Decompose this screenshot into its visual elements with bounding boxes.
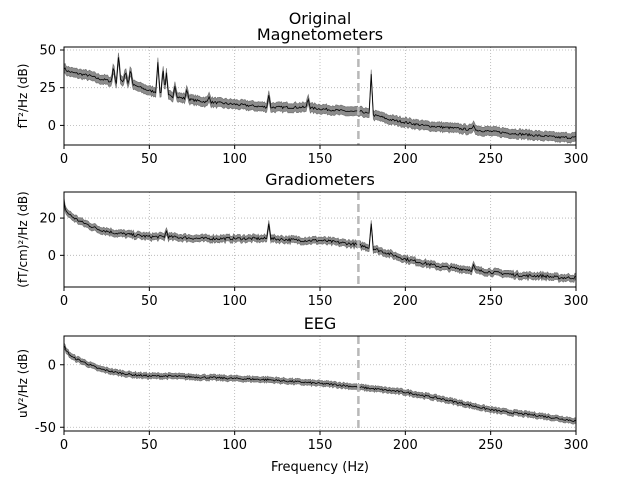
- subplot-title: EEG: [304, 314, 337, 333]
- x-tick-label: 0: [60, 152, 68, 167]
- figure-suptitle: Original: [289, 9, 352, 28]
- x-tick-label: 0: [60, 438, 68, 453]
- x-tick-label: 150: [308, 152, 333, 167]
- x-tick-label: 100: [222, 294, 247, 309]
- y-tick-label: 25: [39, 81, 56, 96]
- x-tick-label: 300: [564, 294, 589, 309]
- x-tick-label: 150: [308, 438, 333, 453]
- psd-mean-line: [63, 200, 577, 280]
- x-tick-label: 300: [564, 438, 589, 453]
- x-tick-label: 200: [393, 152, 418, 167]
- y-tick-label: 50: [39, 44, 56, 59]
- subplot-title: Magnetometers: [257, 25, 383, 44]
- x-tick-label: 50: [141, 152, 158, 167]
- y-tick-label: -50: [35, 421, 56, 436]
- x-tick-label: 250: [478, 294, 503, 309]
- subplot-2: 0 50 100 150 200 250 300 0 20 Gradiometers (fT/cm)…: [16, 170, 588, 309]
- x-tick-label: 300: [564, 152, 589, 167]
- x-tick-label: 100: [222, 438, 247, 453]
- x-tick-label: 200: [393, 294, 418, 309]
- subplot-3: 0 50 100 150 200 250 300 -50 0 EEG uV²/Hz (dB): [16, 314, 588, 453]
- psd-spread-band: [63, 196, 577, 283]
- y-tick-label: 0: [48, 249, 56, 264]
- subplot-title: Gradiometers: [265, 170, 375, 189]
- x-tick-label: 100: [222, 152, 247, 167]
- y-tick-label: 0: [48, 119, 56, 134]
- psd-spread-band: [63, 52, 577, 144]
- x-tick-label: 250: [478, 152, 503, 167]
- psd-mean-line: [63, 345, 577, 422]
- x-tick-label: 200: [393, 438, 418, 453]
- subplot-1: 0 50 100 150 200 250 300 0 25 50 Magnetometers fT²/…: [16, 25, 588, 167]
- x-tick-label: 50: [141, 438, 158, 453]
- x-tick-label: 50: [141, 294, 158, 309]
- y-axis-label: uV²/Hz (dB): [16, 349, 30, 418]
- psd-mean-line: [63, 57, 576, 140]
- y-tick-label: 20: [39, 212, 56, 227]
- x-tick-label: 0: [60, 294, 68, 309]
- y-axis-label: (fT/cm)²/Hz (dB): [16, 191, 30, 287]
- y-axis-label: fT²/Hz (dB): [16, 64, 30, 129]
- y-tick-label: 0: [48, 358, 56, 373]
- x-tick-label: 250: [478, 438, 503, 453]
- x-axis-label: Frequency (Hz): [271, 460, 369, 475]
- x-tick-label: 150: [308, 294, 333, 309]
